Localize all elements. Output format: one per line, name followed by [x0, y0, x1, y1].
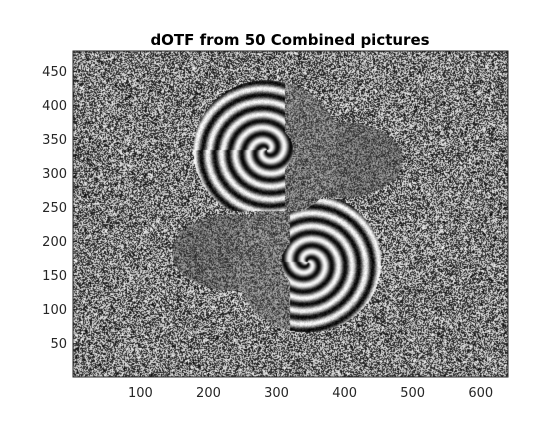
x-tick-label: 200 [196, 386, 221, 401]
axes-box [72, 50, 509, 378]
y-tick-label: 300 [42, 167, 67, 182]
y-tick-label: 100 [42, 303, 67, 318]
x-tick-label: 500 [400, 386, 425, 401]
x-tick-label: 400 [332, 386, 357, 401]
y-axis: 50 100 150 200 250 300 350 400 450 [42, 65, 508, 352]
y-tick-label: 350 [42, 133, 67, 148]
y-tick-label: 50 [50, 337, 67, 352]
y-tick-label: 200 [42, 235, 67, 250]
y-tick-label: 450 [42, 65, 67, 80]
x-tick-label: 100 [128, 386, 153, 401]
y-tick-label: 400 [42, 99, 67, 114]
chart-title: dOTF from 50 Combined pictures [150, 31, 429, 49]
x-axis: 100 200 300 400 500 600 [128, 51, 493, 401]
y-tick-label: 250 [42, 201, 67, 216]
x-tick-label: 300 [264, 386, 289, 401]
x-tick-label: 600 [468, 386, 493, 401]
y-tick-label: 150 [42, 269, 67, 284]
heatmap-image [73, 51, 508, 377]
plot-area [72, 50, 509, 378]
